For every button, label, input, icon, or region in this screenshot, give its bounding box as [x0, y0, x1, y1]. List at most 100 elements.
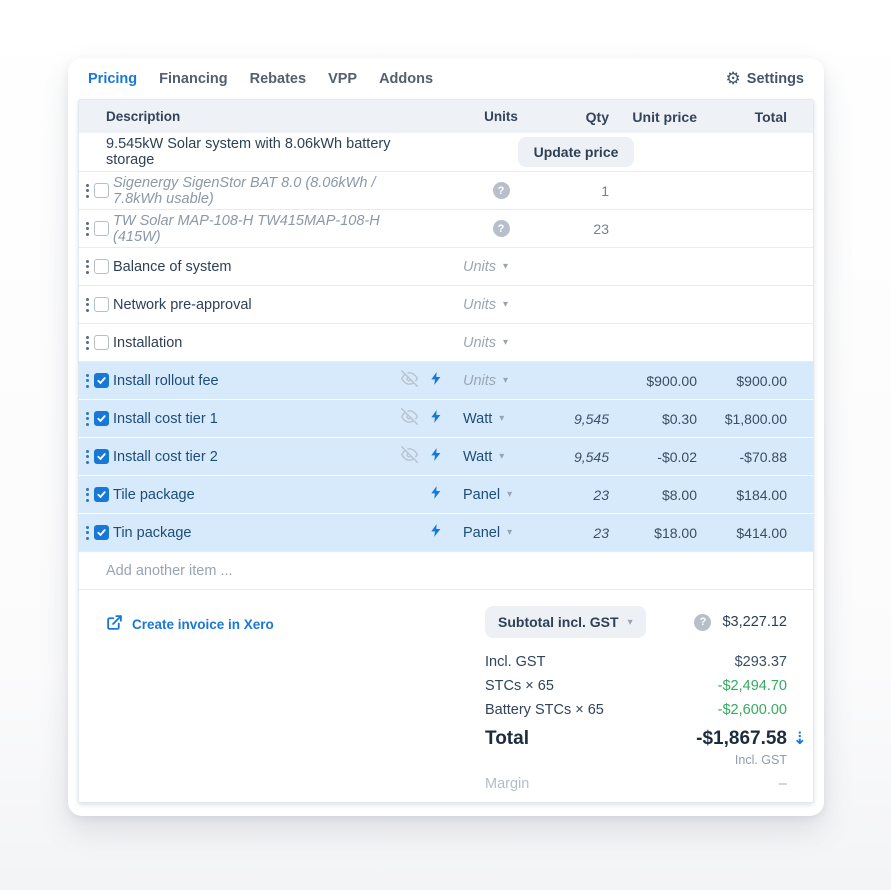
row-label: Network pre-approval [113, 296, 252, 313]
eye-off-icon[interactable] [400, 408, 419, 429]
row-label: Tile package [113, 486, 195, 503]
row-checkbox[interactable] [94, 297, 109, 312]
table-row: Install rollout fee Units ▾ $900.00 $900… [79, 361, 813, 399]
row-unit-price[interactable]: $18.00 [654, 524, 697, 541]
help-icon[interactable]: ? [492, 182, 510, 199]
table-row: Balance of system Units ▾ [79, 247, 813, 285]
drag-handle-icon[interactable] [86, 373, 89, 388]
units-dropdown[interactable]: Units ▾ [463, 258, 509, 275]
help-icon[interactable]: ? [492, 220, 510, 237]
lightning-icon[interactable] [429, 523, 443, 542]
drag-handle-icon[interactable] [86, 449, 89, 464]
tab-pricing[interactable]: Pricing [88, 70, 138, 87]
lightning-icon[interactable] [429, 485, 443, 504]
chevron-down-icon: ▾ [507, 489, 513, 500]
row-unit-price[interactable]: $8.00 [661, 486, 697, 503]
units-dropdown[interactable]: Watt ▾ [463, 410, 505, 427]
totals-line: Incl. GST $293.37 [485, 654, 787, 670]
settings-label: Settings [746, 70, 804, 87]
lightning-icon[interactable] [429, 447, 443, 466]
chevron-down-icon: ▾ [503, 375, 509, 386]
table-row: Install cost tier 1 Watt ▾ 9,545 $0.30 $… [79, 399, 813, 437]
tab-rebates[interactable]: Rebates [249, 70, 307, 87]
drag-handle-icon[interactable] [86, 411, 89, 426]
row-checkbox[interactable] [94, 335, 109, 350]
header-qty: Qty [585, 108, 609, 125]
table-header: Description Units Qty Unit price Total [79, 100, 813, 133]
table-row: TW Solar MAP-108-H TW415MAP-108-H (415W)… [79, 209, 813, 247]
update-price-button[interactable]: Update price [517, 137, 635, 167]
subtotal-value: $3,227.12 [722, 614, 787, 630]
drag-handle-icon[interactable] [86, 221, 89, 236]
row-qty[interactable]: 9,545 [573, 448, 609, 465]
table-row: Tile package Panel ▾ 23 $8.00 $184.00 [79, 475, 813, 513]
table-row: Network pre-approval Units ▾ [79, 285, 813, 323]
chevron-down-icon: ▾ [499, 451, 505, 462]
row-qty[interactable]: 23 [593, 524, 609, 541]
row-label: Install rollout fee [113, 372, 219, 389]
units-dropdown[interactable]: Units ▾ [463, 334, 509, 351]
table-row: Install cost tier 2 Watt ▾ 9,545 -$0.02 … [79, 437, 813, 475]
table-row: Sigenergy SigenStor BAT 8.0 (8.06kWh / 7… [79, 171, 813, 209]
lightning-icon[interactable] [429, 409, 443, 428]
help-icon[interactable]: ? [694, 613, 712, 631]
xero-link[interactable]: Create invoice in Xero [106, 614, 274, 634]
row-qty: 1 [601, 182, 609, 199]
units-dropdown[interactable]: Units ▾ [463, 372, 509, 389]
header-units: Units [484, 109, 518, 124]
subtotal-selector[interactable]: Subtotal incl. GST ▾ [485, 606, 646, 638]
drag-handle-icon[interactable] [86, 259, 89, 274]
row-unit-price[interactable]: $900.00 [646, 372, 697, 389]
units-dropdown[interactable]: Panel ▾ [463, 486, 513, 503]
tabs-bar: Pricing Financing Rebates VPP Addons ⚙ S… [68, 58, 824, 99]
units-dropdown[interactable]: Units ▾ [463, 296, 509, 313]
drag-handle-icon[interactable] [86, 335, 89, 350]
drag-handle-icon[interactable] [86, 525, 89, 540]
units-dropdown[interactable]: Watt ▾ [463, 448, 505, 465]
row-label: Installation [113, 334, 183, 351]
row-total: $900.00 [736, 372, 787, 389]
margin-row: Margin – [485, 776, 787, 792]
arrow-down-icon[interactable]: ⇣ [792, 729, 807, 748]
table-row: Tin package Panel ▾ 23 $18.00 $414.00 [79, 513, 813, 551]
add-item-input[interactable]: Add another item ... [106, 562, 233, 579]
chevron-down-icon: ▾ [503, 261, 509, 272]
drag-handle-icon[interactable] [86, 487, 89, 502]
pricing-card: Pricing Financing Rebates VPP Addons ⚙ S… [68, 58, 824, 816]
lightning-icon[interactable] [429, 371, 443, 390]
eye-off-icon[interactable] [400, 370, 419, 391]
chevron-down-icon: ▾ [499, 413, 505, 424]
row-total: $1,800.00 [724, 410, 787, 427]
totals-line: STCs × 65 -$2,494.70 [485, 678, 787, 694]
table-row: Installation Units ▾ [79, 323, 813, 361]
header-total: Total [754, 108, 787, 125]
system-description: 9.545kW Solar system with 8.06kWh batter… [106, 136, 391, 168]
drag-handle-icon[interactable] [86, 297, 89, 312]
tab-vpp[interactable]: VPP [328, 70, 358, 87]
row-checkbox[interactable] [94, 259, 109, 274]
units-dropdown[interactable]: Panel ▾ [463, 524, 513, 541]
row-unit-price[interactable]: $0.30 [661, 410, 697, 427]
row-unit-price[interactable]: -$0.02 [657, 448, 697, 465]
row-qty[interactable]: 23 [593, 486, 609, 503]
row-checkbox[interactable] [94, 411, 109, 426]
gear-icon: ⚙ [725, 69, 741, 88]
row-checkbox[interactable] [94, 487, 109, 502]
row-checkbox[interactable] [94, 373, 109, 388]
row-checkbox[interactable] [94, 221, 109, 236]
drag-handle-icon[interactable] [86, 183, 89, 198]
system-summary-row: 9.545kW Solar system with 8.06kWh batter… [79, 133, 813, 171]
tab-financing[interactable]: Financing [159, 70, 228, 87]
chevron-down-icon: ▾ [503, 337, 509, 348]
row-checkbox[interactable] [94, 449, 109, 464]
header-description: Description [106, 109, 181, 124]
eye-off-icon[interactable] [400, 446, 419, 467]
row-qty[interactable]: 9,545 [573, 410, 609, 427]
tab-addons[interactable]: Addons [379, 70, 434, 87]
row-checkbox[interactable] [94, 525, 109, 540]
row-checkbox[interactable] [94, 183, 109, 198]
total-row: Total -$1,867.58 ⇣ [485, 728, 807, 749]
add-item-row: Add another item ... [79, 551, 813, 589]
totals-line: Battery STCs × 65 -$2,600.00 [485, 702, 787, 718]
settings-button[interactable]: ⚙ Settings [726, 70, 804, 87]
